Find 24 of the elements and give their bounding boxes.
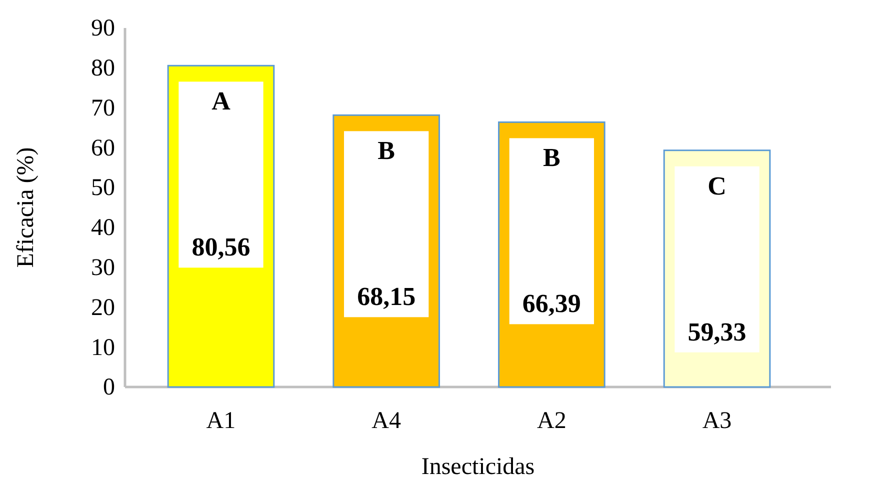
x-tick-label: A3	[702, 408, 732, 434]
data-label: 68,15	[357, 282, 416, 312]
y-tick-label: 10	[91, 334, 115, 361]
y-tick-label: 80	[91, 56, 115, 82]
y-tick-label: 30	[91, 255, 115, 282]
y-tick-label: 70	[91, 95, 115, 122]
annotation: C	[708, 171, 726, 200]
y-axis-title: Eficacia (%)	[13, 147, 39, 268]
y-tick-label: 40	[91, 215, 115, 242]
data-label: 59,33	[688, 317, 746, 346]
y-tick-label: 20	[91, 294, 115, 321]
x-axis-title: Insecticidas	[421, 454, 535, 480]
data-label: 80,56	[192, 232, 250, 262]
data-label: 66,39	[522, 289, 581, 318]
x-tick-label: A1	[206, 408, 236, 434]
x-tick-label: A4	[372, 408, 401, 434]
annotation: B	[543, 143, 560, 172]
annotation: A	[212, 86, 231, 116]
y-tick-label: 50	[91, 175, 115, 202]
y-tick-label: 0	[103, 374, 115, 401]
y-tick-label: 90	[91, 16, 115, 42]
y-tick-label: 60	[91, 135, 115, 162]
x-tick-label: A2	[537, 408, 566, 434]
annotation: B	[378, 136, 395, 166]
